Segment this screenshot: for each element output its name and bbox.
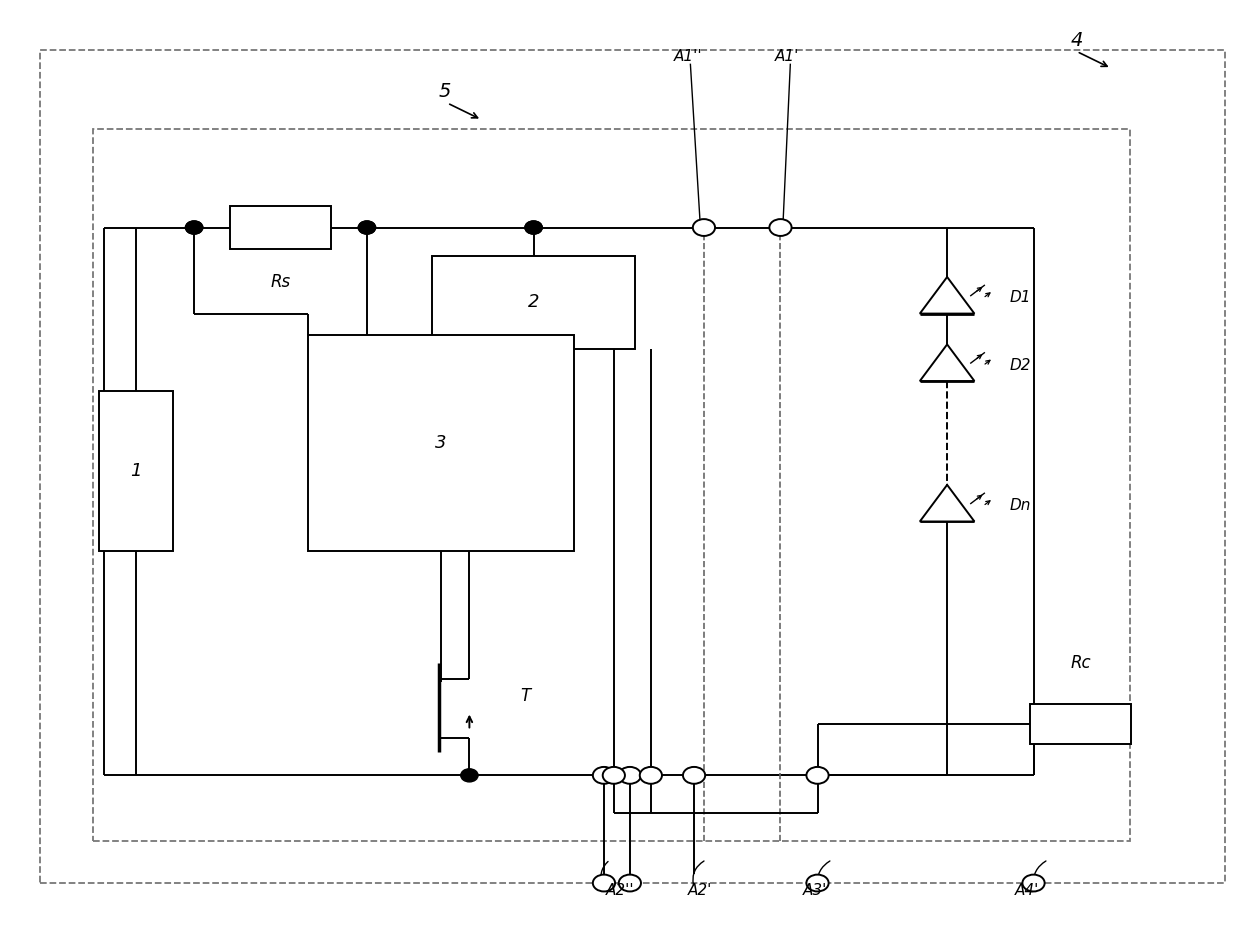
Polygon shape	[920, 277, 975, 314]
FancyBboxPatch shape	[93, 129, 1130, 841]
Circle shape	[525, 221, 542, 234]
Text: D2: D2	[1011, 358, 1032, 373]
Text: A4': A4'	[1016, 883, 1039, 898]
Circle shape	[806, 874, 828, 891]
Text: A3': A3'	[802, 883, 827, 898]
FancyBboxPatch shape	[40, 50, 1225, 883]
Circle shape	[693, 219, 715, 236]
Circle shape	[806, 767, 828, 784]
Text: 3: 3	[435, 434, 446, 452]
Circle shape	[1023, 874, 1044, 891]
Bar	[99, 392, 174, 550]
Circle shape	[186, 221, 203, 234]
Bar	[229, 206, 331, 249]
Circle shape	[619, 767, 641, 784]
Circle shape	[593, 874, 615, 891]
Polygon shape	[920, 485, 975, 522]
Text: A2': A2'	[688, 883, 713, 898]
Circle shape	[525, 221, 542, 234]
Bar	[432, 255, 635, 349]
Text: 4: 4	[1070, 30, 1083, 50]
Circle shape	[593, 767, 615, 784]
Circle shape	[358, 221, 376, 234]
Text: A2'': A2''	[605, 883, 635, 898]
Text: 1: 1	[130, 462, 141, 480]
Text: T: T	[520, 687, 529, 705]
Text: A1': A1'	[775, 49, 799, 64]
Text: 5: 5	[439, 82, 451, 101]
Polygon shape	[920, 345, 975, 381]
Text: Rc: Rc	[1070, 654, 1091, 672]
Text: Rs: Rs	[270, 273, 290, 291]
Circle shape	[640, 767, 662, 784]
Circle shape	[358, 221, 376, 234]
Circle shape	[186, 221, 203, 234]
Bar	[1030, 704, 1131, 744]
Circle shape	[769, 219, 791, 236]
Text: Dn: Dn	[1011, 498, 1032, 513]
Text: D1: D1	[1011, 290, 1032, 305]
Bar	[309, 335, 574, 550]
Circle shape	[603, 767, 625, 784]
Circle shape	[461, 769, 479, 782]
Circle shape	[683, 767, 706, 784]
Circle shape	[619, 874, 641, 891]
Text: A1'': A1''	[673, 49, 702, 64]
Text: 2: 2	[528, 294, 539, 312]
